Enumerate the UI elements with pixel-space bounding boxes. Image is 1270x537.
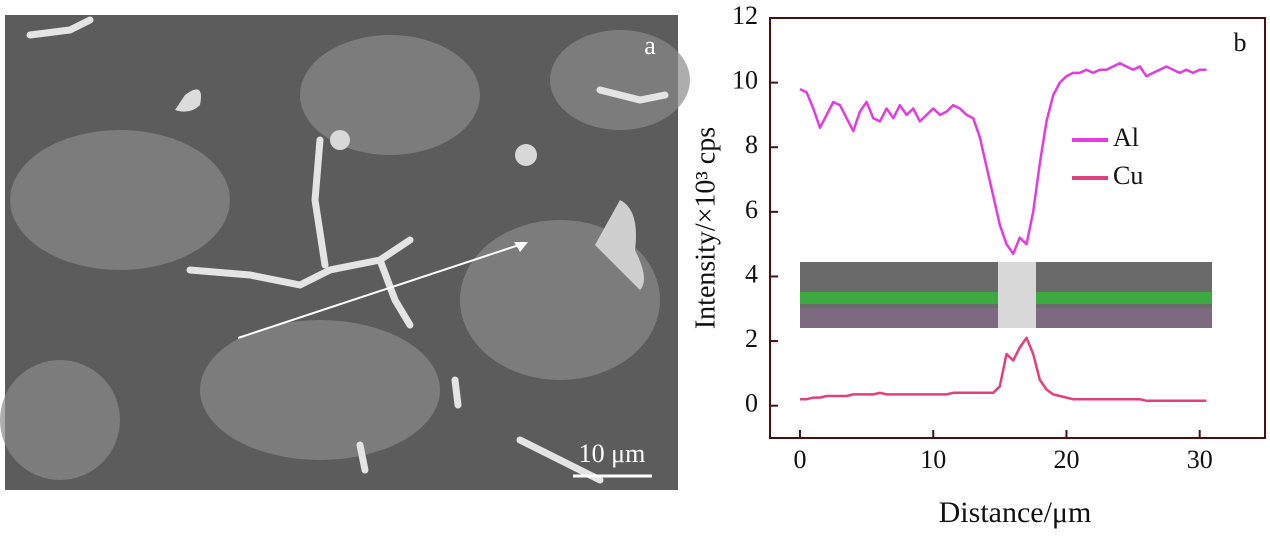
y-tick-label: 4 — [745, 259, 758, 288]
panel-label: b — [1234, 28, 1247, 57]
x-tick-label: 0 — [793, 445, 806, 474]
y-tick-label: 6 — [745, 195, 758, 224]
legend-label: Al — [1113, 123, 1139, 152]
plot-frame — [769, 17, 1266, 439]
legend-label: Cu — [1113, 161, 1143, 190]
sem-image — [0, 15, 690, 490]
x-axis-label: Distance/μm — [939, 496, 1092, 529]
y-tick-label: 12 — [732, 1, 758, 30]
y-tick-label: 2 — [745, 324, 758, 353]
x-tick-label: 10 — [920, 445, 946, 474]
x-tick-label: 30 — [1187, 445, 1213, 474]
x-tick-label: 20 — [1053, 445, 1079, 474]
y-tick-label: 8 — [745, 130, 758, 159]
y-axis-label: Intensity/×10³ cps — [690, 127, 721, 329]
data-line — [799, 61, 1207, 256]
scale-bar-label: 10 μm — [579, 439, 646, 468]
line-scan-strip — [800, 262, 1212, 328]
y-tick-label: 0 — [745, 389, 758, 418]
data-line — [800, 336, 1207, 403]
panel-label: a — [644, 31, 656, 60]
y-tick-label: 10 — [732, 66, 758, 95]
